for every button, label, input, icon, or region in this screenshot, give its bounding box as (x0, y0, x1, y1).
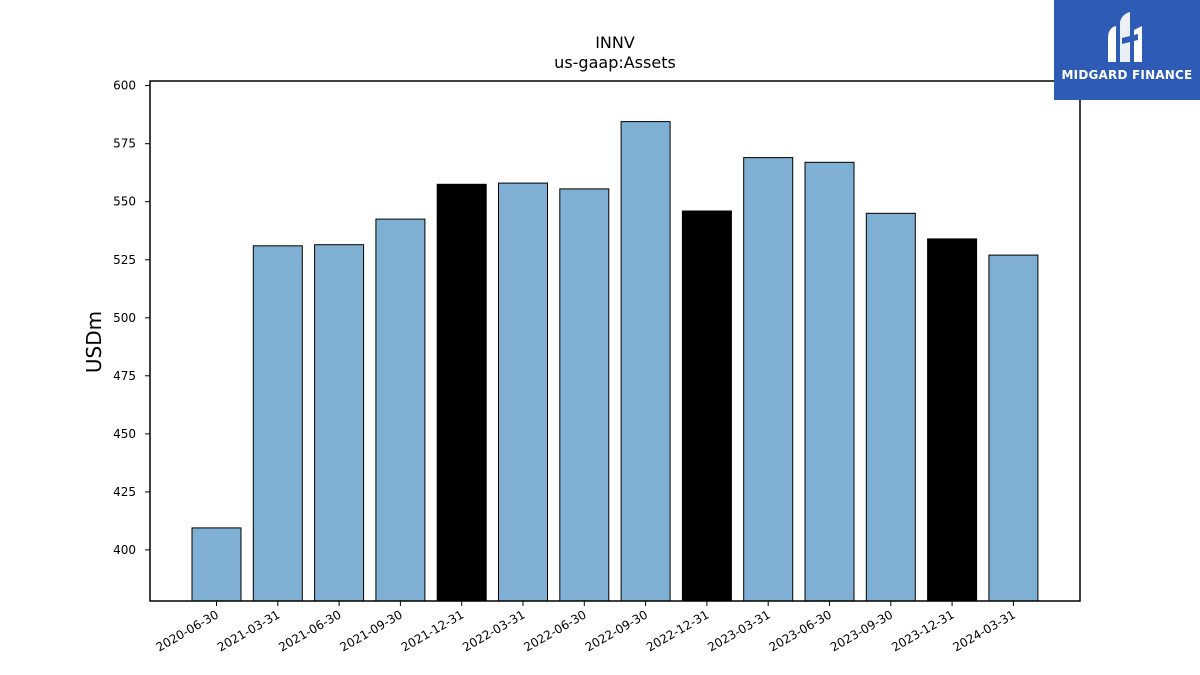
y-axis-label: USDm (82, 311, 106, 373)
x-tick-label: 2021-06-30 (276, 607, 343, 654)
x-tick-label: 2022-06-30 (521, 607, 588, 654)
y-tick-label: 500 (113, 311, 136, 325)
chart-subtitle: us-gaap:Assets (554, 53, 676, 72)
x-tick-label: 2024-03-31 (950, 607, 1017, 654)
x-tick-label: 2023-06-30 (767, 607, 834, 654)
x-tick-label: 2021-09-30 (337, 607, 404, 654)
y-tick-label: 450 (113, 427, 136, 441)
bar-2021-03-31 (252, 245, 303, 602)
x-tick-label: 2021-12-31 (399, 607, 466, 654)
bar-2024-03-31 (988, 254, 1039, 602)
y-tick-label: 550 (113, 195, 136, 209)
bar-2023-09-30 (865, 212, 916, 602)
chart-title: INNV (595, 33, 635, 52)
y-axis-ticks: 400 425 450 475 500 525 550 575 600 (113, 79, 150, 557)
y-tick-label: 475 (113, 369, 136, 383)
y-tick-label: 400 (113, 543, 136, 557)
x-tick-label: 2023-12-31 (889, 607, 956, 654)
brand-name: MIDGARD FINANCE (1061, 68, 1193, 82)
y-tick-label: 425 (113, 485, 136, 499)
bar-2022-12-31 (681, 210, 732, 602)
x-tick-label: 2021-03-31 (215, 607, 282, 654)
bar-2023-12-31 (927, 238, 978, 602)
x-axis-ticks: 2020-06-302021-03-312021-06-302021-09-30… (154, 601, 1018, 654)
x-tick-label: 2023-03-31 (705, 607, 772, 654)
bar-2022-09-30 (620, 121, 671, 602)
y-tick-label: 525 (113, 253, 136, 267)
x-tick-label: 2020-06-30 (154, 607, 221, 654)
bar-2021-12-31 (436, 183, 487, 602)
y-tick-label: 600 (113, 79, 136, 93)
plot-frame (149, 80, 1081, 602)
brand-logo: MIDGARD FINANCE (1054, 0, 1200, 100)
bar-2022-03-31 (498, 182, 548, 602)
y-tick-label: 575 (113, 137, 136, 151)
bar-2020-06-30 (191, 527, 242, 602)
bar-2021-06-30 (314, 244, 365, 602)
bar-2023-03-31 (743, 157, 794, 602)
x-tick-label: 2022-03-31 (460, 607, 527, 654)
bar-2023-06-30 (804, 161, 855, 602)
bars-group (191, 121, 1039, 602)
midgard-logo-icon (1108, 12, 1142, 62)
x-tick-label: 2022-09-30 (583, 607, 650, 654)
bar-2021-09-30 (375, 218, 426, 602)
x-tick-label: 2022-12-31 (644, 607, 711, 654)
x-tick-label: 2023-09-30 (828, 607, 895, 654)
bar-2022-06-30 (559, 188, 610, 602)
